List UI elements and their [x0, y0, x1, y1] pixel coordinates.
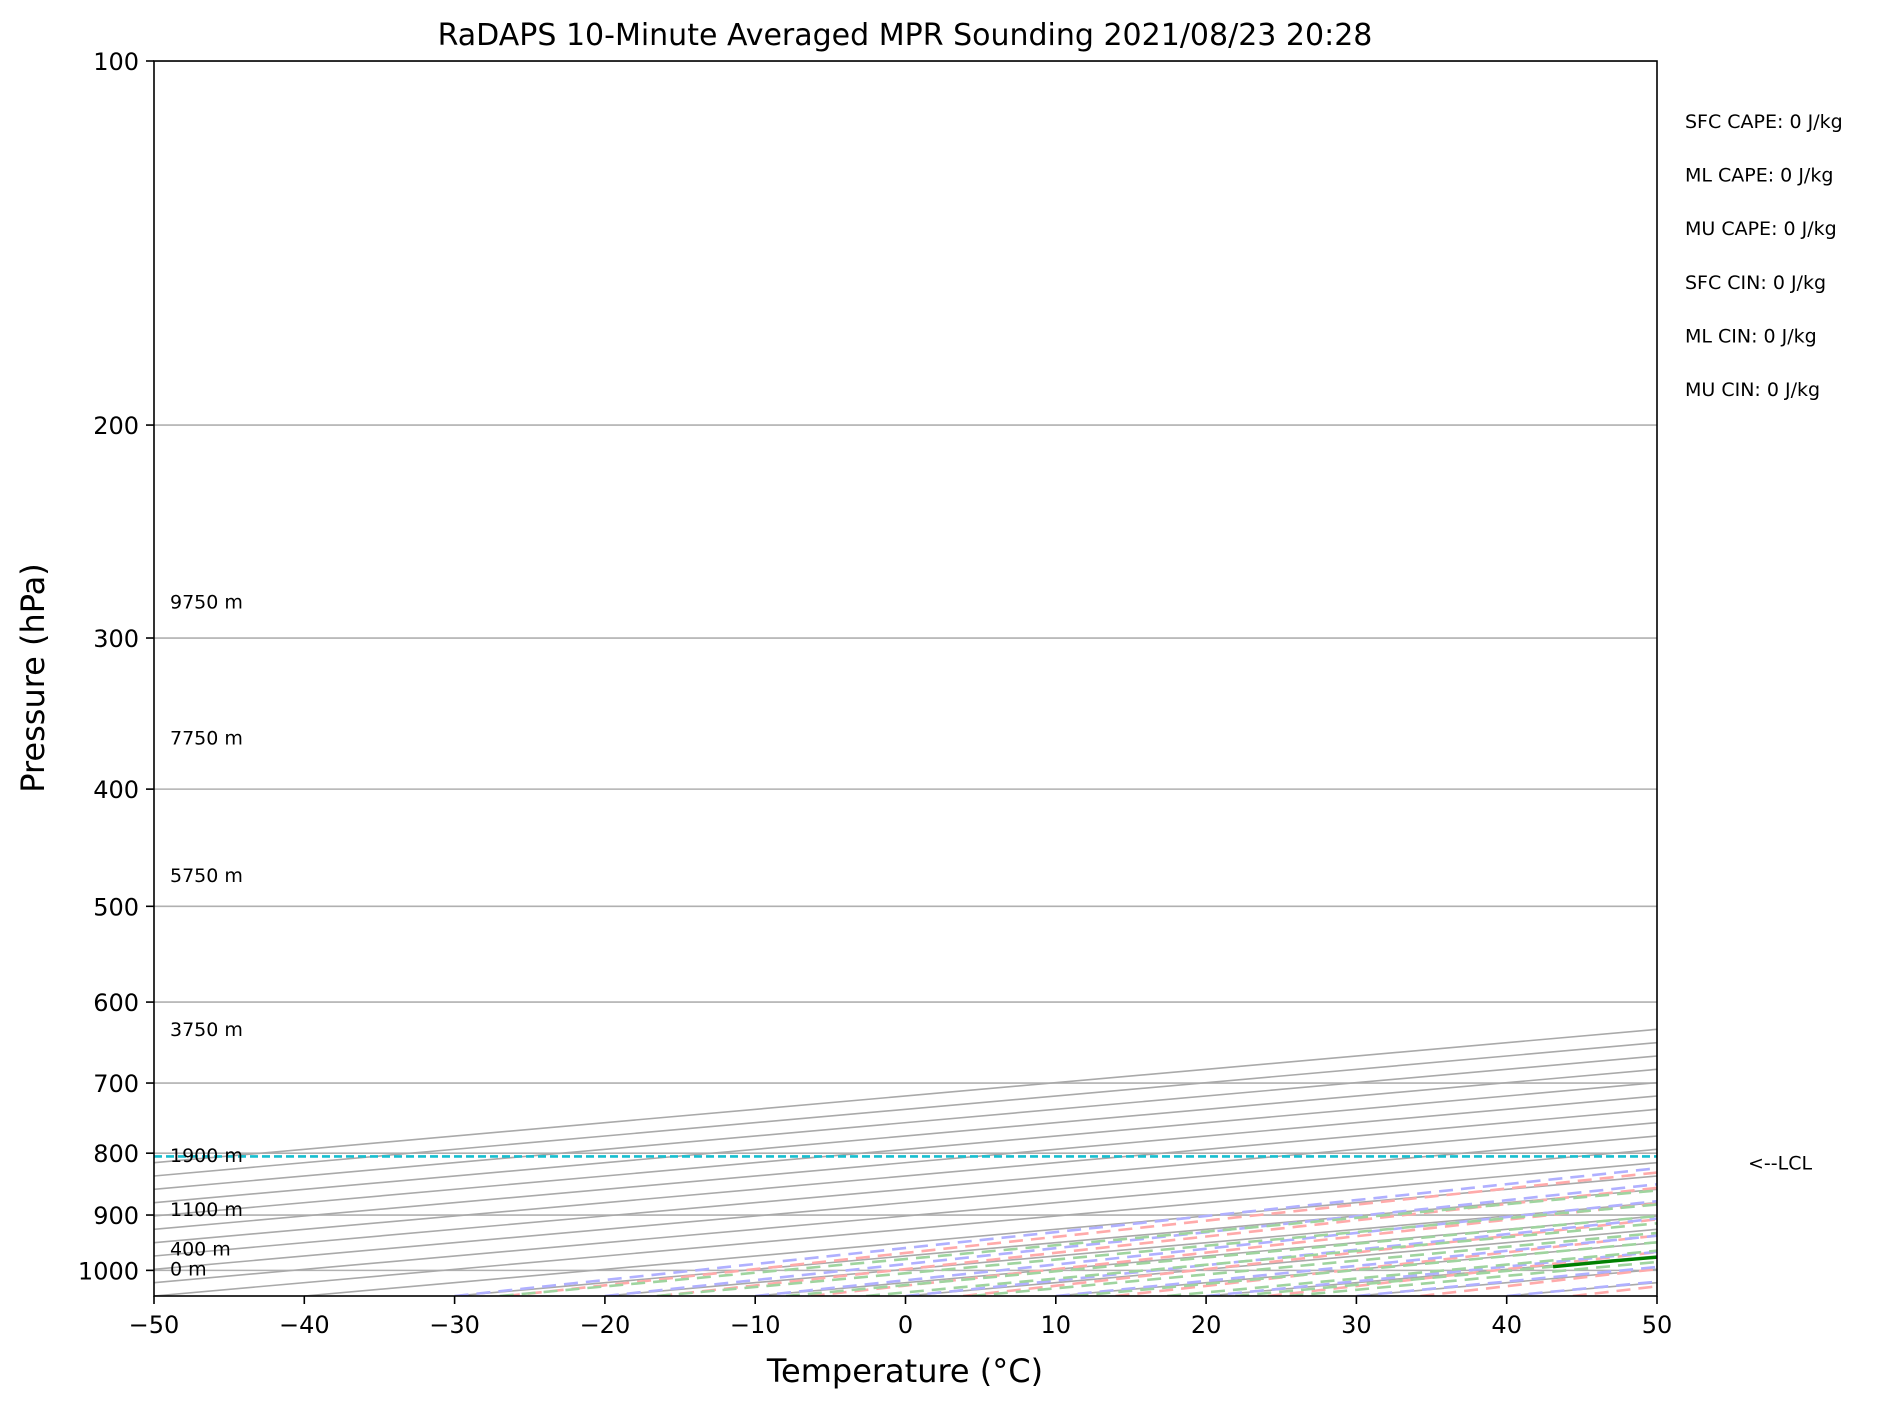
mixing-ratio-line: [499, 1189, 1657, 1296]
height-label: 1100 m: [170, 1199, 243, 1221]
height-label: 400 m: [170, 1239, 231, 1261]
isotherm-line: [604, 1201, 1657, 1296]
x-tick-label: −20: [580, 1311, 631, 1339]
index-label: SFC CIN: 0 J/kg: [1685, 272, 1826, 294]
y-tick-label: 500: [93, 893, 139, 921]
x-tick-label: 20: [1191, 1311, 1222, 1339]
index-label: SFC CAPE: 0 J/kg: [1685, 111, 1843, 133]
moist-adiabat-line: [1506, 1280, 1657, 1296]
moist-adiabat-line: [454, 1166, 1657, 1296]
isotherm-line: [154, 1095, 1657, 1231]
index-label: MU CAPE: 0 J/kg: [1685, 218, 1837, 240]
dry-adiabat-line: [962, 1218, 1657, 1296]
moist-adiabat-line: [1055, 1234, 1657, 1296]
y-tick-label: 600: [93, 989, 139, 1017]
isotherm-line: [1506, 1281, 1657, 1296]
y-tick-label: 400: [93, 776, 139, 804]
data-lines: [154, 1155, 1657, 1269]
mixing-ratio-line: [971, 1231, 1657, 1296]
isotherm-line: [454, 1188, 1657, 1296]
dry-adiabat-line: [1878, 61, 1882, 1296]
y-tick-label: 800: [93, 1140, 139, 1168]
y-tick-label: 1000: [78, 1257, 139, 1285]
background-lines: [154, 61, 1882, 1296]
mixing-ratio-line: [1167, 1249, 1657, 1296]
height-label: 1900 m: [170, 1145, 243, 1167]
moist-adiabat-line: [1205, 1250, 1657, 1296]
height-label: 5750 m: [170, 865, 243, 887]
isotherm-line: [154, 1135, 1657, 1271]
isotherm-line: [154, 1055, 1657, 1191]
dewpoint-profile-line: [1552, 1255, 1657, 1269]
index-label: MU CIN: 0 J/kg: [1685, 379, 1820, 401]
y-tick-label: 700: [93, 1070, 139, 1098]
chart-title: RaDAPS 10-Minute Averaged MPR Sounding 2…: [438, 18, 1373, 53]
isotherm-line: [154, 1081, 1657, 1217]
plot-frame: [153, 60, 1658, 1297]
mixing-ratio-line: [865, 1222, 1657, 1296]
y-tick-label: 300: [93, 625, 139, 653]
height-label: 0 m: [170, 1258, 207, 1280]
x-tick-label: 10: [1041, 1311, 1072, 1339]
x-tick-label: 30: [1341, 1311, 1372, 1339]
isotherm-line: [1656, 1295, 1657, 1296]
isotherm-line: [154, 1108, 1657, 1244]
index-label: ML CAPE: 0 J/kg: [1685, 165, 1833, 187]
moist-adiabat-line: [1356, 1265, 1657, 1296]
height-label: 9750 m: [170, 592, 243, 614]
x-tick-label: −50: [129, 1311, 180, 1339]
mixing-ratio-line: [785, 1214, 1657, 1296]
mixing-ratio-line: [1289, 1260, 1657, 1296]
isotherm-line: [154, 1041, 1657, 1177]
isotherm-line: [154, 1068, 1657, 1204]
isotherm-line: [154, 1028, 1657, 1164]
y-tick-label: 100: [93, 48, 139, 76]
x-tick-label: −40: [279, 1311, 330, 1339]
y-axis-label: Pressure (hPa): [14, 563, 52, 793]
mixing-ratio-line: [1074, 1240, 1657, 1296]
x-tick-label: 40: [1491, 1311, 1522, 1339]
moist-adiabat-line: [755, 1199, 1657, 1296]
isotherm-line: [1356, 1268, 1657, 1296]
dry-adiabat-line: [505, 1171, 1657, 1296]
isotherm-line: [154, 1148, 1657, 1284]
dry-adiabat-line: [1572, 1284, 1657, 1296]
moist-adiabat-line: [604, 1182, 1657, 1296]
isotherm-line: [755, 1215, 1657, 1296]
lcl-label: <--LCL: [1748, 1152, 1812, 1174]
dry-adiabat-line: [1267, 1250, 1657, 1296]
annotations: 9750 m 7750 m 5750 m 3750 m 1900 m 1100 m 400 …: [170, 111, 1843, 1280]
isotherm-line: [905, 1228, 1657, 1296]
x-tick-label: −30: [429, 1311, 480, 1339]
x-tick-label: 50: [1642, 1311, 1673, 1339]
y-tick-label: 200: [93, 412, 139, 440]
y-tick-label: 900: [93, 1202, 139, 1230]
height-label: 7750 m: [170, 728, 243, 750]
moist-adiabat-line: [905, 1217, 1657, 1296]
x-axis-label: Temperature (°C): [766, 1352, 1043, 1390]
isotherm-line: [154, 1121, 1657, 1257]
isotherm-line: [154, 1161, 1657, 1296]
dry-adiabat-line: [1725, 61, 1882, 1296]
index-label: ML CIN: 0 J/kg: [1685, 325, 1817, 347]
moist-adiabat-line: [1656, 1294, 1657, 1296]
x-tick-label: −10: [730, 1311, 781, 1339]
axes: −50 −40 −30 −20 −10 0 10 20 30 40 50 100 200 300 400 50…: [78, 48, 1672, 1339]
isotherm-line: [1206, 1255, 1657, 1296]
mixing-ratio-line: [656, 1203, 1657, 1296]
height-label: 3750 m: [170, 1019, 243, 1041]
isotherm-line: [1055, 1241, 1657, 1296]
dry-adiabat-line: [658, 1186, 1657, 1296]
x-tick-label: 0: [898, 1311, 913, 1339]
